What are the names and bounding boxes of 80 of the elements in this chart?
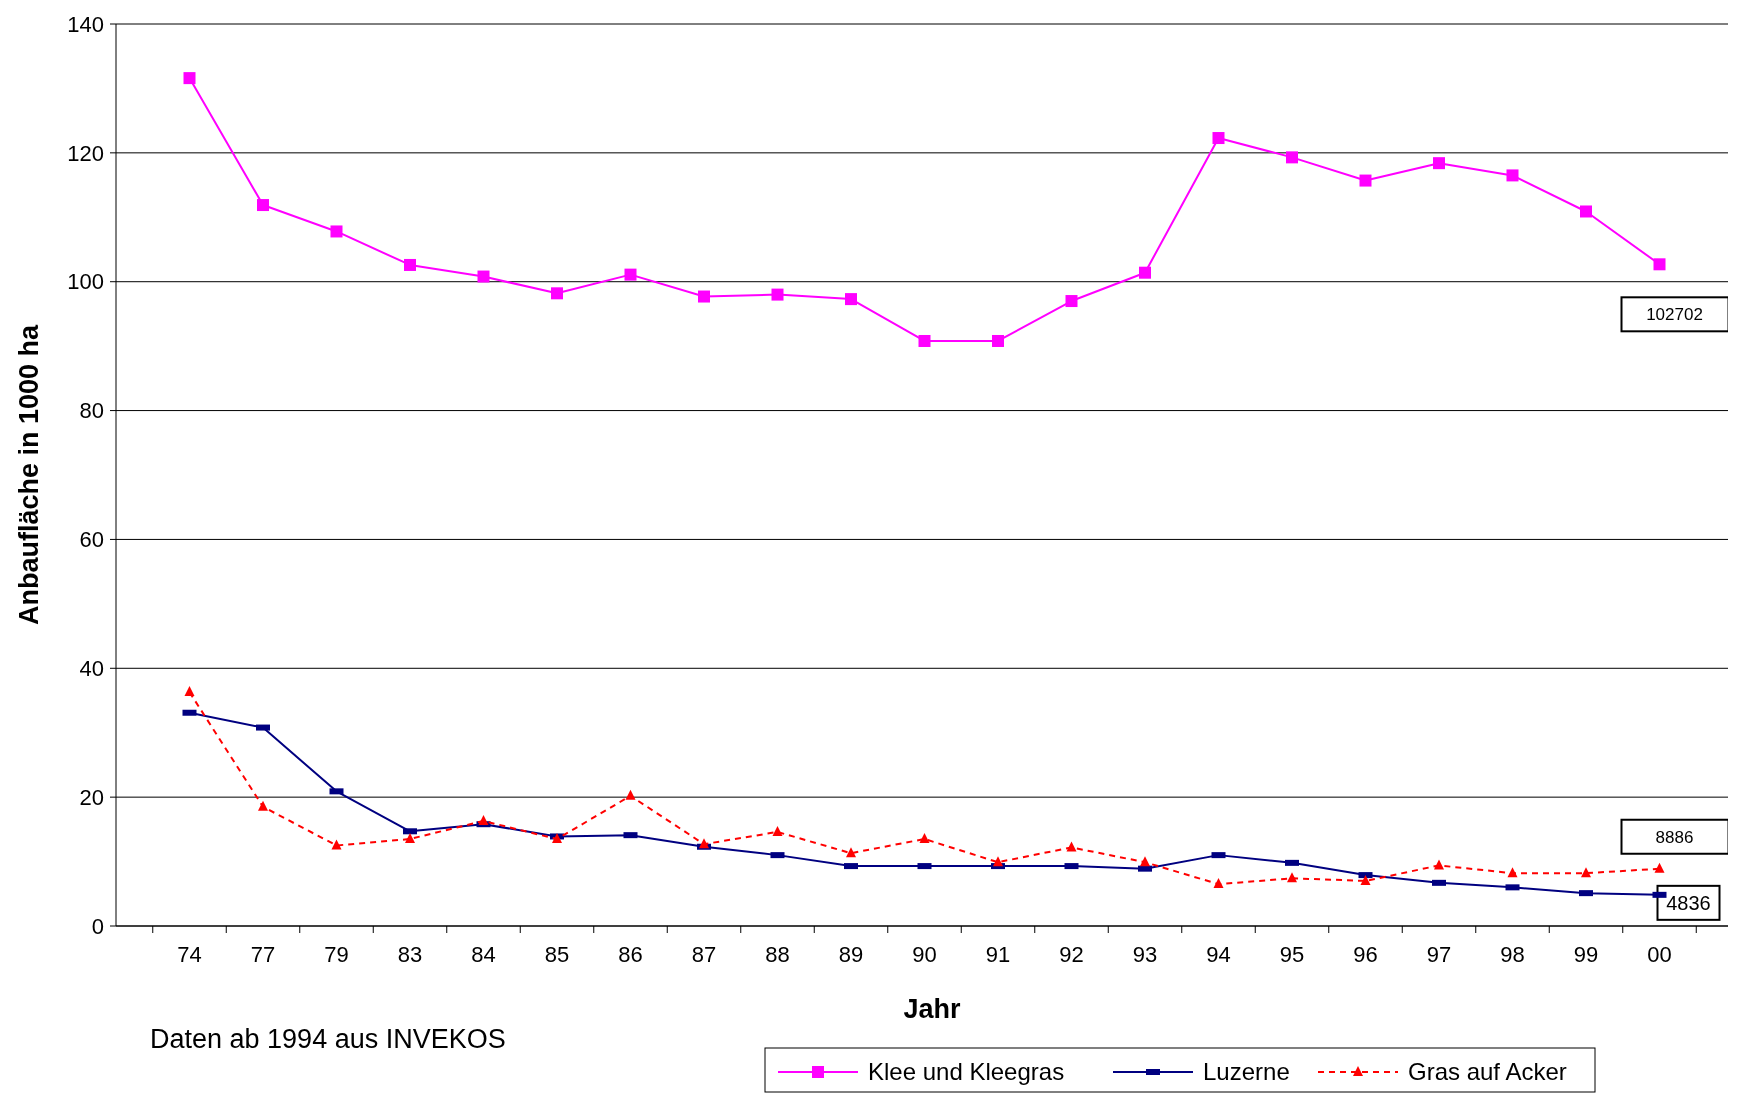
x-tick-label: 88 (765, 942, 790, 967)
x-axis-title: Jahr (903, 994, 961, 1024)
y-tick-label: 0 (91, 913, 104, 939)
legend-label: Luzerne (1203, 1058, 1290, 1086)
point (625, 789, 636, 800)
point (1287, 872, 1297, 883)
point (1653, 258, 1666, 271)
x-tick-label: 86 (618, 942, 643, 967)
point (918, 334, 931, 347)
point (1066, 841, 1077, 852)
point (772, 825, 783, 836)
x-tick-label: 85 (544, 942, 570, 967)
x-tick-label: 91 (985, 942, 1011, 967)
x-tick-label: 74 (177, 942, 202, 967)
point (1581, 867, 1591, 878)
x-tick-label: 93 (1132, 942, 1158, 967)
x-tick-label: 97 (1426, 942, 1452, 967)
point (1654, 862, 1665, 873)
x-tick-label: 00 (1647, 942, 1672, 967)
point (477, 270, 490, 283)
point (1213, 878, 1224, 889)
point (1286, 151, 1298, 164)
point (1359, 174, 1372, 187)
point (258, 800, 268, 811)
point (552, 833, 562, 844)
legend-label: Klee und Kleegras (868, 1058, 1065, 1086)
point (624, 268, 637, 281)
point (846, 847, 856, 858)
point (478, 814, 489, 825)
text: Daten ab 1994 aus INVEKOS (150, 1024, 506, 1054)
point (699, 838, 709, 849)
x-tick-label: 95 (1279, 942, 1305, 967)
x-tick-label: 87 (691, 942, 717, 967)
annotation: 102702 (1646, 305, 1703, 325)
x-tick-label: 90 (912, 942, 937, 967)
y-tick-label: 140 (67, 11, 104, 37)
point (1140, 856, 1150, 867)
point (183, 72, 196, 85)
point (330, 225, 343, 238)
x-tick-label: 79 (324, 942, 349, 967)
point (257, 199, 269, 212)
point (1433, 157, 1445, 170)
y-tick-label: 60 (79, 527, 104, 553)
y-tick-label: 40 (79, 655, 104, 681)
x-tick-label: 94 (1206, 942, 1231, 967)
point (1212, 132, 1225, 145)
x-tick-label: 92 (1059, 942, 1084, 967)
point (992, 334, 1004, 347)
y-tick-label: 100 (67, 269, 104, 295)
x-tick-label: 89 (838, 942, 864, 967)
point (405, 833, 415, 844)
point (1507, 867, 1518, 878)
y-axis-title: Anbaufläche in 1000 ha (14, 323, 44, 626)
point (845, 293, 857, 306)
y-tick-label: 80 (79, 398, 104, 424)
point (551, 287, 563, 300)
point (771, 288, 784, 301)
point (1065, 295, 1078, 308)
point (331, 839, 342, 850)
point (184, 686, 195, 697)
point (993, 856, 1003, 867)
x-tick-label: 77 (250, 942, 276, 967)
annotation: 8886 (1655, 827, 1694, 847)
point (404, 258, 416, 271)
point (1580, 205, 1592, 218)
x-tick-label: 99 (1573, 942, 1599, 967)
point (1139, 266, 1151, 279)
legend-label: Gras auf Acker (1408, 1058, 1567, 1086)
point (1360, 874, 1371, 885)
point (1434, 859, 1444, 870)
y-tick-label: 120 (67, 140, 104, 166)
x-tick-label: 98 (1500, 942, 1525, 967)
x-tick-label: 84 (471, 942, 496, 967)
x-tick-label: 83 (397, 942, 423, 967)
y-tick-label: 20 (79, 784, 104, 810)
x-tick-label: 96 (1353, 942, 1378, 967)
point (919, 833, 930, 844)
point (698, 290, 710, 303)
annotation: 4836 (1666, 891, 1711, 914)
point (1506, 169, 1519, 182)
